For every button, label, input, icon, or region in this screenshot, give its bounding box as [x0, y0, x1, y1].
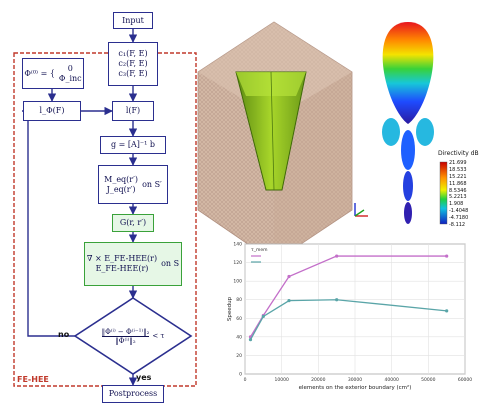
x-tick-label: 20000	[311, 377, 325, 383]
colorbar-tick-label: 5.2213	[449, 194, 467, 201]
colorbar-tick-label: 21.699	[449, 160, 467, 166]
coefficients-node: c₁(F, E) c₂(F, E) c₃(F, E)	[108, 42, 158, 86]
no-label: no	[58, 330, 70, 339]
x-tick-label: 60000	[458, 377, 472, 383]
equivalent-currents-node: M_eq(r′) J_eq(r′) on S′	[98, 165, 168, 204]
colorbar-tick-label: 15.221	[449, 173, 467, 180]
series-2-point	[335, 298, 339, 302]
colorbar-tick-label: -1.4048	[449, 208, 469, 215]
y-tick-label: 40	[236, 334, 242, 340]
green-function-node: G(r, r′)	[112, 214, 154, 232]
series-1-point	[445, 254, 449, 258]
lphi-node: l_Φ(F)	[23, 101, 81, 121]
x-tick-label: 0	[244, 377, 247, 383]
coefficient-c1: c₁(F, E)	[118, 49, 148, 58]
x-tick-label: 50000	[421, 377, 435, 383]
back-lobe-3	[404, 202, 412, 224]
y-tick-label: 80	[236, 297, 242, 303]
colorbar-tick-label: -8.112	[449, 222, 466, 228]
surface-s-prime: on S′	[142, 179, 162, 189]
side-lobe-left	[382, 118, 400, 146]
series-2-point	[287, 299, 291, 303]
x-tick-label: 40000	[385, 377, 399, 383]
solve-node: g = [A]⁻¹ b	[100, 136, 166, 154]
initial-guess-incident: Φ_inc	[58, 73, 82, 83]
y-tick-label: 100	[233, 279, 242, 285]
postprocess-node: Postprocess	[102, 385, 164, 403]
colorbar-tick-label: 1.908	[449, 201, 464, 208]
colorbar-tick-label: -4.7180	[449, 215, 469, 222]
y-axis-label: Speedup	[227, 296, 233, 321]
decision-text: ‖Φ⁽ⁱ⁾ − Φ⁽ⁱ⁻¹⁾‖₂ ‖Φ⁽ⁱ⁾‖₂ < τ	[83, 320, 183, 352]
electric-current: J_eq(r′)	[106, 184, 136, 194]
initial-guess-zero: 0	[67, 63, 73, 73]
coefficient-c3: c₃(F, E)	[118, 69, 148, 78]
series-1-point	[287, 274, 291, 279]
y-tick-label: 60	[236, 316, 242, 322]
fe-hee-label: FE-HEE	[17, 375, 49, 384]
curl-field: ∇ × E_FE-HEE(r)	[86, 254, 158, 263]
y-tick-label: 20	[236, 353, 242, 359]
y-tick-label: 0	[239, 372, 242, 378]
decision-threshold: < τ	[152, 332, 165, 340]
initial-guess-node: Φ⁽⁰⁾ = { 0 Φ_inc	[22, 58, 84, 89]
y-tick-label: 140	[233, 242, 242, 248]
decision-numerator: ‖Φ⁽ⁱ⁾ − Φ⁽ⁱ⁻¹⁾‖₂	[101, 327, 150, 337]
yes-label: yes	[136, 373, 152, 382]
lf-node: l(F)	[112, 101, 154, 121]
series-2-point	[445, 309, 449, 313]
colorbar	[439, 161, 448, 225]
surface-s: on S	[161, 259, 180, 268]
main-lobe	[382, 22, 434, 124]
colorbar-title: Directivity dB	[438, 150, 479, 157]
x-tick-label: 10000	[275, 377, 289, 383]
back-lobe-2	[403, 171, 413, 201]
field-evaluation-node: ∇ × E_FE-HEE(r) E_FE-HEE(r) on S	[84, 242, 182, 286]
x-tick-label: 30000	[348, 377, 362, 383]
magnetic-current: M_eq(r′)	[104, 174, 139, 184]
series-2-point	[248, 338, 253, 342]
electric-field: E_FE-HEE(r)	[95, 264, 149, 273]
coefficient-c2: c₂(F, E)	[118, 59, 148, 68]
initial-guess-lhs: Φ⁽⁰⁾ = {	[24, 68, 55, 78]
decision-denominator: ‖Φ⁽ⁱ⁾‖₂	[115, 336, 136, 345]
series-2-point	[261, 314, 265, 319]
y-tick-label: 120	[233, 260, 242, 266]
input-node: Input	[113, 12, 153, 29]
series-1-point	[335, 254, 339, 258]
back-lobe-1	[401, 130, 415, 170]
side-lobe-right	[416, 118, 434, 146]
axis-y	[354, 209, 365, 217]
colorbar-tick-label: 11.868	[449, 180, 467, 187]
legend-title: τ_mem	[251, 248, 268, 253]
x-axis-label: elements on the exterior boundary (cm²)	[299, 384, 412, 391]
colorbar-tick-label: 18.533	[449, 166, 467, 173]
colorbar-tick-label: 8.5346	[449, 187, 467, 194]
